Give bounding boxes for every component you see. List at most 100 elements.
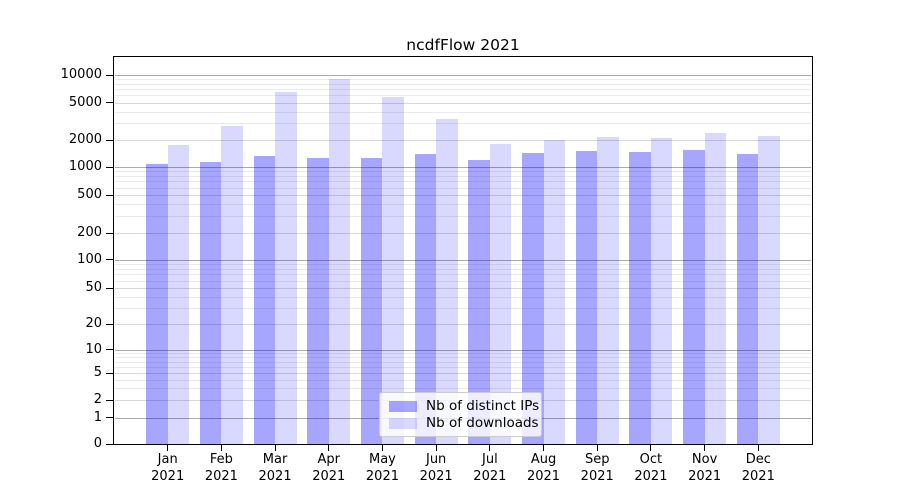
x-tick-month: Mar (262, 452, 288, 467)
y-tick-mark (106, 372, 114, 374)
bar-downloads (167, 144, 190, 444)
x-tick-year: 2021 (634, 468, 668, 484)
x-tick-month: Feb (209, 452, 233, 467)
y-tick-label: 10000 (60, 67, 102, 82)
y-tick-mark (106, 259, 114, 260)
bar-downloads (758, 135, 780, 444)
bar-downloads (275, 92, 297, 444)
y-tick-mark (106, 443, 114, 445)
y-tick-label: 10 (85, 341, 102, 357)
gridline-500 (115, 195, 811, 196)
x-tick-label-oct: Oct 2021 (611, 452, 691, 485)
x-tick-month: Sep (584, 452, 610, 467)
y-tick-mark (106, 102, 114, 103)
x-tick-label-jul: Jul 2021 (450, 452, 530, 485)
gridline-minor (115, 274, 811, 276)
legend-item-downloads: Nb of downloads (389, 416, 539, 431)
gridline-minor (115, 366, 811, 368)
x-tick-year: 2021 (312, 468, 346, 484)
x-tick-year: 2021 (526, 468, 561, 484)
bar-distinct-ips (253, 155, 276, 444)
gridline-minor (115, 83, 811, 85)
x-tick-mark (543, 445, 545, 451)
x-tick-mark (596, 445, 598, 451)
x-tick-label-aug: Aug 2021 (504, 452, 584, 485)
x-tick-month: Aug (530, 452, 557, 467)
gridline-minor (115, 388, 811, 390)
gridline-minor (115, 123, 811, 125)
gridline-minor (115, 171, 811, 173)
gridline-10000 (115, 75, 811, 76)
y-tick-mark (106, 349, 114, 350)
x-tick-month: Apr (317, 452, 341, 467)
y-tick-label: 100 (77, 251, 102, 267)
gridline-20 (115, 324, 811, 325)
gridline-200 (115, 233, 811, 234)
x-tick-label-feb: Feb 2021 (181, 452, 261, 485)
x-tick-mark (220, 445, 222, 451)
x-tick-label-sep: Sep 2021 (557, 452, 637, 485)
y-tick-label: 1 (93, 409, 102, 425)
y-tick-label: 5 (93, 365, 102, 380)
x-tick-mark (435, 445, 437, 451)
bar-downloads (328, 78, 351, 444)
x-tick-year: 2021 (419, 468, 453, 484)
x-tick-year: 2021 (688, 468, 722, 484)
y-tick-label: 200 (77, 225, 102, 240)
x-tick-mark (167, 445, 169, 451)
y-tick-label: 5000 (68, 94, 102, 110)
x-tick-mark (489, 445, 491, 451)
x-tick-mark (757, 445, 759, 451)
legend-item-distinct-ips: Nb of distinct IPs (389, 399, 539, 414)
bar-distinct-ips (629, 152, 651, 444)
x-tick-label-apr: Apr 2021 (289, 452, 369, 485)
y-tick-label: 0 (93, 436, 102, 451)
gridline-5 (115, 373, 811, 374)
gridline-minor (115, 111, 811, 113)
bar-distinct-ips (414, 154, 437, 444)
y-tick-label: 2 (93, 392, 102, 407)
gridline-minor (115, 181, 811, 183)
y-tick-mark (106, 232, 114, 234)
bar-downloads (597, 137, 619, 444)
chart-title: ncdfFlow 2021 (406, 36, 520, 54)
bar-distinct-ips (736, 153, 759, 444)
x-tick-label-jun: Jun 2021 (396, 452, 476, 485)
y-tick-mark (106, 194, 114, 196)
x-tick-label-nov: Nov 2021 (665, 452, 745, 485)
gridline-minor (115, 357, 811, 359)
x-tick-mark (328, 445, 330, 451)
gridline-5000 (115, 102, 811, 104)
gridline-minor (115, 296, 811, 298)
bar-downloads (489, 143, 512, 444)
gridline-minor (115, 379, 811, 381)
x-tick-year: 2021 (473, 468, 507, 484)
gridline-10 (115, 349, 811, 351)
bar-downloads (221, 125, 243, 444)
x-tick-mark (650, 445, 652, 451)
x-tick-mark (381, 445, 383, 451)
bar-downloads (543, 139, 566, 444)
bar-distinct-ips (146, 164, 168, 444)
gridline-minor (115, 176, 811, 177)
x-tick-month: Jul (482, 452, 498, 467)
x-tick-label-dec: Dec 2021 (718, 452, 798, 485)
x-tick-month: May (369, 452, 396, 467)
bar-distinct-ips (360, 157, 383, 444)
y-tick-mark (106, 323, 114, 325)
gridline-minor (115, 89, 811, 91)
bar-distinct-ips (522, 153, 544, 444)
y-tick-mark (106, 74, 114, 76)
x-tick-mark (274, 445, 276, 451)
legend-swatch-downloads (389, 418, 417, 429)
bar-downloads (436, 118, 458, 444)
y-tick-mark (106, 417, 114, 418)
gridline-100 (115, 259, 811, 261)
gridline-1000 (115, 167, 811, 168)
legend: Nb of distinct IPs Nb of downloads (379, 392, 542, 437)
gridline-minor (115, 361, 811, 363)
gridline-2000 (115, 140, 811, 141)
y-tick-label: 1000 (68, 159, 102, 174)
y-tick-label: 50 (85, 280, 102, 295)
gridline-minor (115, 216, 811, 218)
